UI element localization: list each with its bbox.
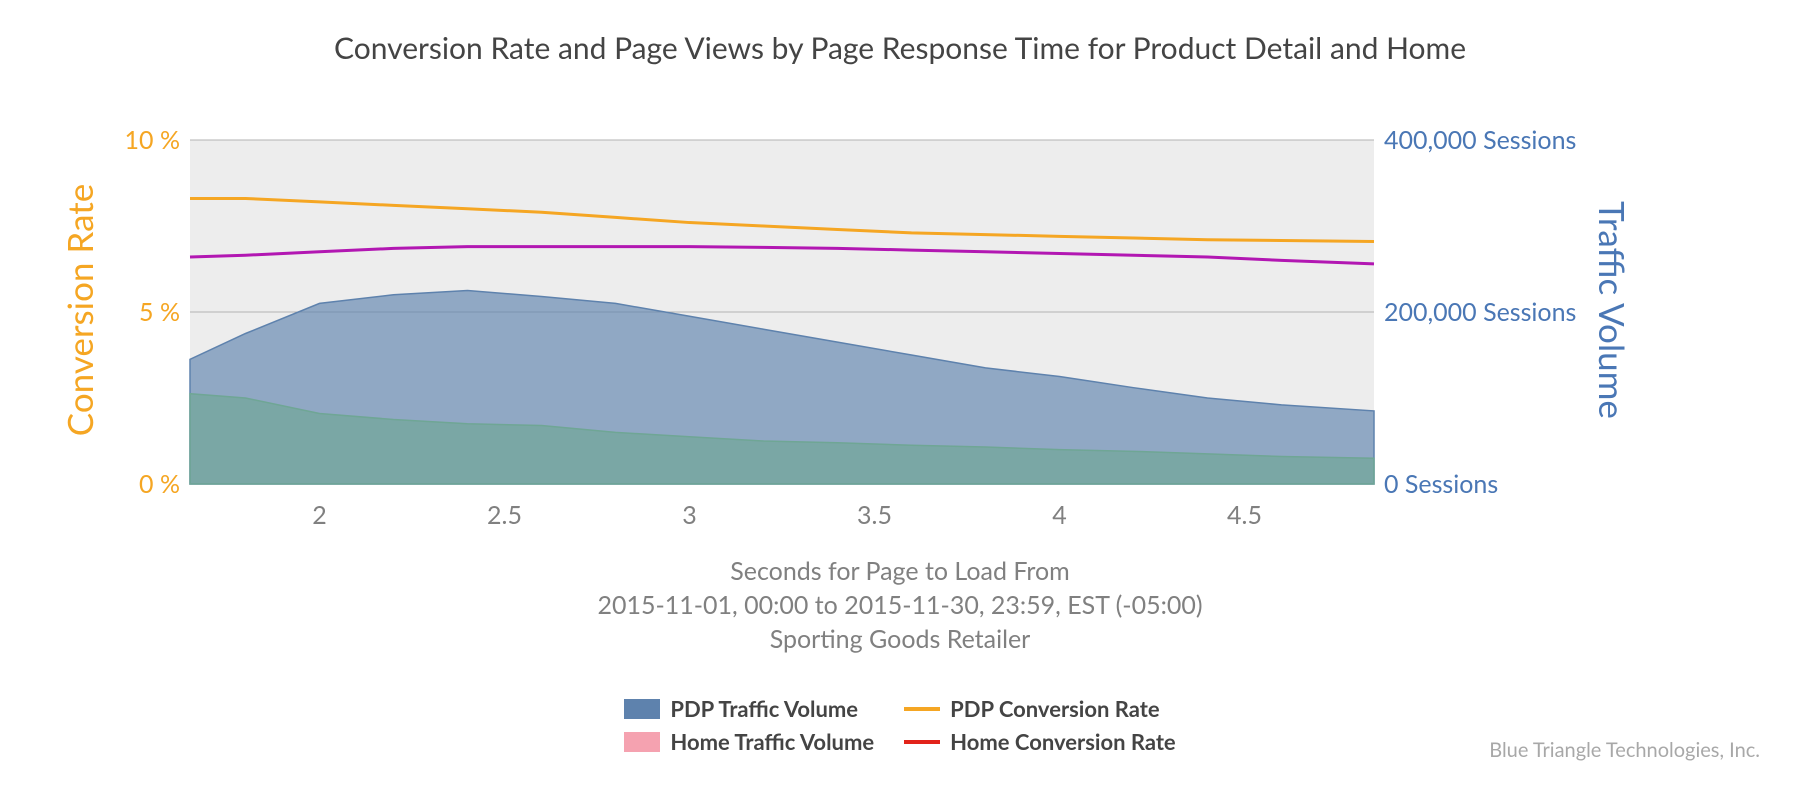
x-tick: 4.5 [1227, 500, 1262, 530]
x-label-line2: 2015-11-01, 00:00 to 2015-11-30, 23:59, … [597, 590, 1202, 620]
y-right-tick: 400,000 Sessions [1384, 125, 1576, 155]
legend-col-lines: PDP Conversion Rate Home Conversion Rate [904, 695, 1176, 755]
legend-line-pdp-conv [904, 707, 940, 711]
legend-swatch-pdp-traffic [624, 699, 660, 719]
attribution: Blue Triangle Technologies, Inc. [1489, 738, 1760, 762]
legend-label-home-conv: Home Conversion Rate [950, 728, 1176, 755]
x-label-line1: Seconds for Page to Load From [730, 556, 1069, 586]
legend-item-home-conv: Home Conversion Rate [904, 728, 1176, 755]
x-tick: 3 [682, 500, 697, 530]
y-left-tick: 5 % [120, 297, 180, 327]
x-axis-label: Seconds for Page to Load From 2015-11-01… [0, 555, 1800, 656]
legend-item-home-traffic: Home Traffic Volume [624, 728, 874, 755]
chart-title: Conversion Rate and Page Views by Page R… [0, 30, 1800, 66]
x-tick: 2.5 [487, 500, 522, 530]
plot-area [190, 140, 1374, 484]
chart-svg [190, 140, 1374, 484]
chart-container: Conversion Rate and Page Views by Page R… [0, 0, 1800, 792]
x-label-line3: Sporting Goods Retailer [770, 624, 1031, 654]
y-right-axis-label: Traffic Volume [1591, 201, 1633, 419]
y-left-tick: 10 % [120, 125, 180, 155]
legend-line-home-conv [904, 740, 940, 744]
x-tick: 3.5 [857, 500, 892, 530]
legend-swatch-home-traffic [624, 732, 660, 752]
y-left-tick: 0 % [120, 469, 180, 499]
legend-label-pdp-conv: PDP Conversion Rate [950, 695, 1159, 722]
y-left-axis-label: Conversion Rate [59, 184, 101, 436]
y-right-tick: 0 Sessions [1384, 469, 1498, 499]
legend-label-home-traffic: Home Traffic Volume [670, 728, 874, 755]
legend-item-pdp-conv: PDP Conversion Rate [904, 695, 1176, 722]
legend-item-pdp-traffic: PDP Traffic Volume [624, 695, 874, 722]
legend-col-areas: PDP Traffic Volume Home Traffic Volume [624, 695, 874, 755]
x-tick: 2 [312, 500, 327, 530]
legend-label-pdp-traffic: PDP Traffic Volume [670, 695, 858, 722]
x-tick: 4 [1052, 500, 1067, 530]
y-right-tick: 200,000 Sessions [1384, 297, 1576, 327]
